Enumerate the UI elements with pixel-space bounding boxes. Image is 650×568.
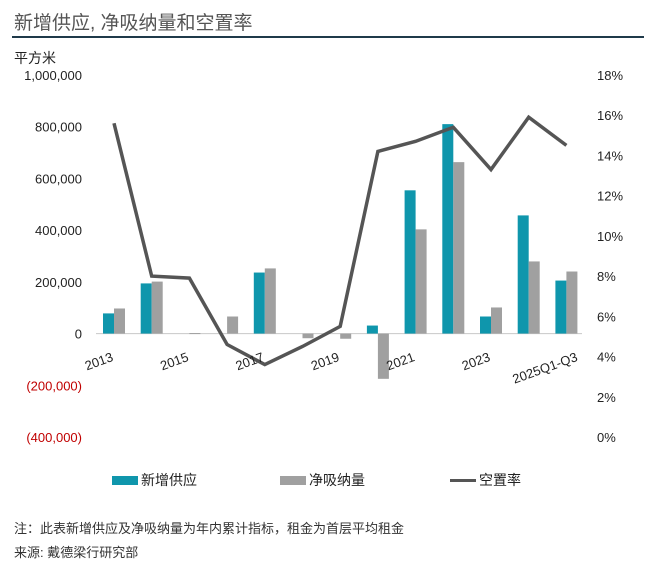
legend-item-absorption: 净吸纳量 xyxy=(280,470,365,490)
bar-supply-2024 xyxy=(517,215,529,334)
x-tick-label: 2015 xyxy=(158,349,190,373)
title-divider xyxy=(12,36,644,38)
legend-swatch-absorption xyxy=(280,475,306,485)
x-tick-label: 2021 xyxy=(384,349,416,373)
right-tick-label: 6% xyxy=(597,309,616,324)
left-tick-label: 200,000 xyxy=(35,275,82,290)
bar-supply-2022 xyxy=(442,124,454,334)
right-tick-label: 10% xyxy=(597,229,623,244)
legend-swatch-supply xyxy=(112,475,138,485)
source-note: 来源: 戴德梁行研究部 xyxy=(14,545,139,560)
right-tick-label: 8% xyxy=(597,269,616,284)
chart-title: 新增供应, 净吸纳量和空置率 xyxy=(14,13,253,34)
legend-item-supply: 新增供应 xyxy=(112,470,197,490)
left-tick-label: 0 xyxy=(75,327,82,342)
x-tick-label: 2025Q1-Q3 xyxy=(510,349,579,386)
x-tick-label: 2017 xyxy=(234,349,266,373)
bar-supply-2017 xyxy=(253,272,265,334)
legend-swatch-vacancy xyxy=(450,478,476,482)
bar-supply-2020 xyxy=(366,325,378,334)
left-axis-unit: 平方米 xyxy=(14,50,56,66)
bar-absorption-2021 xyxy=(415,229,427,334)
right-tick-label: 16% xyxy=(597,108,623,123)
legend-item-vacancy: 空置率 xyxy=(450,470,521,490)
bar-absorption-2017 xyxy=(264,268,276,334)
bar-absorption-2022 xyxy=(453,162,465,334)
footnote: 注：此表新增供应及净吸纳量为年内累计指标，租金为首层平均租金 xyxy=(14,521,405,536)
bar-supply-2013 xyxy=(103,313,114,334)
bar-supply-2025Q1-Q3 xyxy=(555,280,567,334)
bar-absorption-2018 xyxy=(302,333,314,339)
left-tick-label: 600,000 xyxy=(35,171,82,186)
bar-absorption-2023 xyxy=(491,307,502,334)
bar-supply-2014 xyxy=(140,283,152,334)
right-tick-label: 18% xyxy=(597,68,623,83)
left-tick-label: 1,000,000 xyxy=(24,68,82,83)
left-tick-label: (400,000) xyxy=(26,430,82,445)
bar-absorption-2025Q1-Q3 xyxy=(566,271,578,334)
x-tick-label: 2019 xyxy=(309,349,341,373)
x-tick-label: 2023 xyxy=(460,349,492,373)
bar-absorption-2024 xyxy=(528,261,540,334)
right-tick-label: 2% xyxy=(597,390,616,405)
left-tick-label: 800,000 xyxy=(35,120,82,135)
bar-absorption-2019 xyxy=(340,333,352,339)
legend-label: 净吸纳量 xyxy=(309,472,365,488)
bar-absorption-2014 xyxy=(151,281,163,334)
right-tick-label: 14% xyxy=(597,148,623,163)
x-tick-label: 2013 xyxy=(83,349,115,373)
legend-label: 新增供应 xyxy=(141,472,197,488)
bar-supply-2023 xyxy=(480,316,491,334)
bar-absorption-2013 xyxy=(114,308,125,334)
left-tick-label: (200,000) xyxy=(26,378,82,393)
bar-supply-2021 xyxy=(404,190,416,334)
left-tick-label: 400,000 xyxy=(35,223,82,238)
bar-absorption-2020 xyxy=(377,333,389,379)
right-tick-label: 12% xyxy=(597,189,623,204)
right-tick-label: 4% xyxy=(597,350,616,365)
bar-absorption-2016 xyxy=(227,316,239,334)
right-tick-label: 0% xyxy=(597,430,616,445)
bar-absorption-2015 xyxy=(189,333,201,335)
legend-label: 空置率 xyxy=(479,472,521,488)
